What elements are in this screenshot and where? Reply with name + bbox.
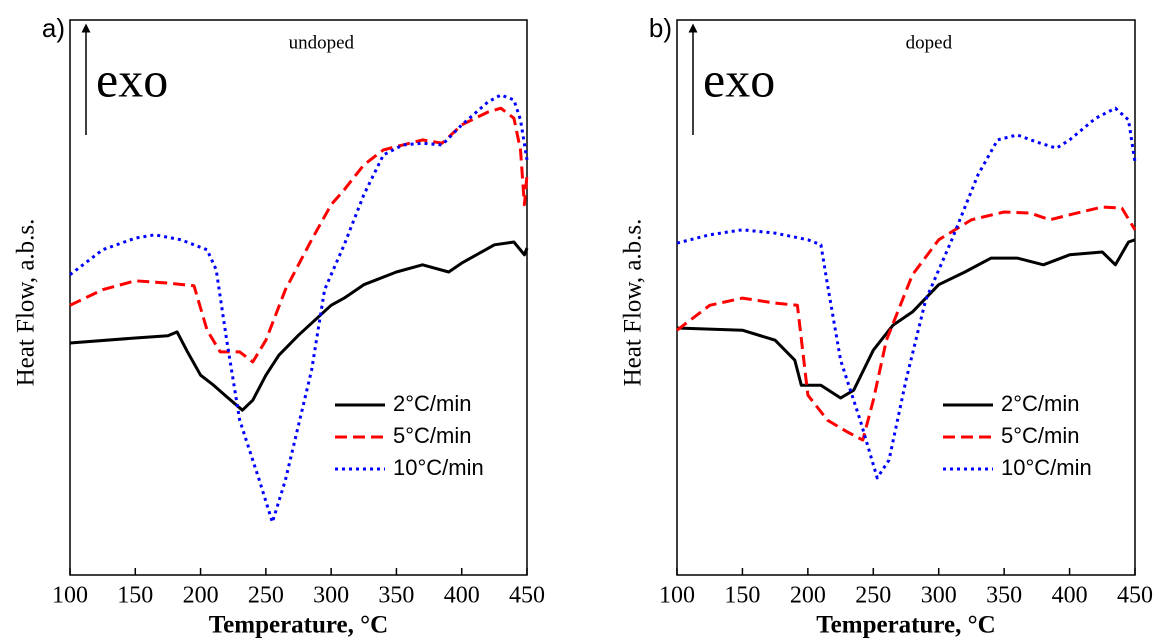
panel: 100 150 200 250 300 350 400 450 Temperature, °C H… (620, 13, 1153, 639)
panel-label: a) (42, 13, 65, 43)
x-tick-label: 300 (921, 583, 957, 609)
x-axis-label: Temperature, °C (816, 612, 995, 639)
series-line (69, 93, 529, 524)
series-line (69, 106, 529, 364)
legend-label: 10°C/min (1001, 455, 1092, 480)
x-tick-label: 200 (790, 583, 826, 609)
x-tick-label: 250 (248, 583, 284, 609)
y-axis-label: Heat Flow, a.b.s. (620, 219, 647, 387)
legend-label: 10°C/min (393, 455, 484, 480)
x-tick-label: 100 (659, 583, 695, 609)
panel: 100 150 200 250 300 350 400 450 Temperature, °C H… (13, 13, 545, 639)
legend-label: 5°C/min (1001, 423, 1079, 448)
x-tick-label: 200 (183, 583, 219, 609)
x-tick-label: 150 (117, 583, 153, 609)
x-tick-label: 400 (1052, 583, 1088, 609)
series-line (69, 240, 529, 412)
annotation: exo (96, 51, 168, 107)
series-line (676, 205, 1137, 442)
x-tick-label: 400 (444, 583, 480, 609)
series-line (676, 106, 1137, 480)
annotation: exo (703, 51, 775, 107)
x-tick-label: 350 (986, 583, 1022, 609)
subtitle: undoped (289, 32, 355, 53)
panel-label: b) (649, 13, 672, 43)
x-tick-label: 150 (724, 583, 760, 609)
x-axis-label: Temperature, °C (209, 612, 388, 639)
x-tick-label: 250 (855, 583, 891, 609)
subtitle: doped (906, 32, 953, 53)
series-line (676, 238, 1136, 400)
legend-label: 2°C/min (393, 391, 471, 416)
x-tick-label: 350 (378, 583, 414, 609)
y-axis-label: Heat Flow, a.b.s. (13, 219, 40, 387)
legend-label: 2°C/min (1001, 391, 1079, 416)
plot-frame (676, 19, 1136, 576)
x-tick-label: 100 (52, 583, 88, 609)
x-tick-label: 300 (313, 583, 349, 609)
legend-label: 5°C/min (393, 423, 471, 448)
plot-frame (69, 19, 528, 576)
x-tick-label: 450 (509, 583, 545, 609)
x-tick-label: 450 (1117, 583, 1153, 609)
